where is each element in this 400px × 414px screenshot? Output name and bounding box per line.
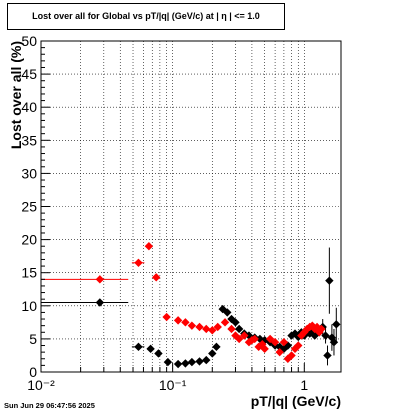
data-point (187, 357, 197, 367)
data-point (144, 242, 154, 251)
data-point (95, 275, 105, 284)
data-point (287, 351, 296, 360)
data-point (323, 351, 332, 360)
axis-ticks (40, 40, 305, 373)
y-tick-label: 40 (21, 99, 37, 115)
timestamp: Sun Jun 29 06:47:56 2025 (4, 401, 95, 410)
data-point (134, 258, 143, 267)
data-point (173, 359, 183, 369)
data-point (234, 334, 244, 344)
data-point (223, 308, 232, 317)
y-tick-label: 10 (21, 298, 37, 314)
grid-lines (40, 41, 341, 372)
x-axis-label: pT/|q| (GeV/c) (251, 393, 341, 409)
data-point (260, 344, 269, 354)
data-point (181, 318, 190, 327)
y-tick-label: 20 (21, 232, 37, 248)
data-point (162, 312, 171, 322)
data-point (279, 338, 289, 347)
data-point (163, 357, 173, 367)
data-point (202, 355, 211, 365)
data-point (195, 357, 204, 366)
data-point (152, 273, 161, 282)
data-point (181, 359, 190, 368)
y-tick-label: 45 (21, 66, 37, 82)
data-point (227, 324, 236, 334)
y-tick-label: 30 (21, 165, 37, 181)
data-point (146, 344, 155, 354)
data-point (213, 322, 222, 332)
data-point (202, 324, 211, 334)
data-point (332, 320, 341, 329)
data-point (220, 318, 230, 327)
data-point (154, 349, 163, 358)
data-series (41, 242, 341, 369)
data-point (317, 324, 326, 334)
y-axis-label: Lost over all (%) (8, 41, 24, 149)
data-point (173, 316, 183, 325)
data-point (250, 334, 259, 344)
x-tick-label: 10⁻¹ (159, 377, 187, 393)
data-point (195, 322, 204, 332)
y-tick-label: 50 (21, 33, 37, 49)
data-point (270, 338, 280, 347)
data-point (240, 331, 249, 340)
y-tick-label: 25 (21, 199, 37, 215)
tick-labels: 0 5 10 15 20 25 30 35 40 45 50 10⁻² 10⁻¹ 1 (21, 33, 308, 393)
data-point (208, 326, 217, 335)
data-point (231, 318, 240, 327)
y-tick-label: 35 (21, 132, 37, 148)
data-point (134, 342, 143, 352)
y-tick-label: 5 (29, 331, 37, 347)
x-tick-label: 10⁻² (27, 377, 55, 393)
data-point (294, 341, 303, 350)
data-point (321, 331, 330, 340)
title-box: Lost over all for Global vs pT/|q| (GeV/… (7, 3, 285, 30)
data-point (234, 324, 244, 334)
data-point (212, 342, 221, 352)
data-point (275, 347, 284, 357)
data-point (187, 321, 197, 330)
x-tick-label: 1 (300, 377, 308, 393)
data-point (95, 298, 105, 307)
series (41, 242, 326, 363)
data-point (208, 349, 217, 358)
chart-title: Lost over all for Global vs pT/|q| (GeV/… (32, 11, 260, 21)
y-tick-label: 15 (21, 265, 37, 281)
data-point (325, 276, 334, 285)
y-tick-label: 0 (29, 364, 37, 380)
